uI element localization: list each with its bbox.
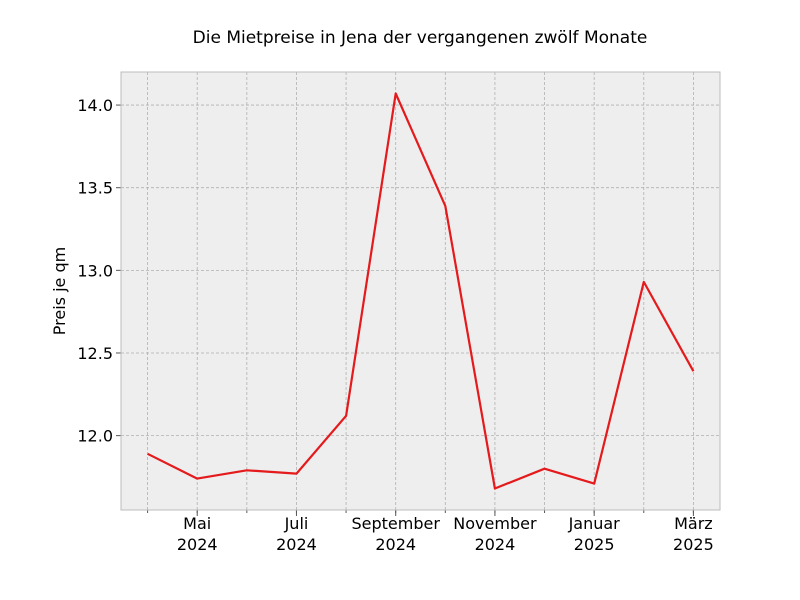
x-tick-label: September 2024 [351, 514, 440, 554]
plot-area [121, 72, 720, 510]
y-tick-label: 13.0 [77, 261, 113, 280]
x-tick-label: März 2025 [673, 514, 714, 554]
y-tick-label: 13.5 [77, 179, 113, 198]
chart-title: Die Mietpreise in Jena der vergangenen z… [193, 28, 648, 48]
series-line [147, 92, 695, 490]
x-tick-label: Januar 2025 [568, 514, 621, 554]
y-tick-label: 12.5 [77, 344, 113, 363]
x-tick-label: Juli 2024 [276, 514, 317, 554]
grid [121, 72, 720, 510]
y-tick-label: 12.0 [77, 427, 113, 446]
x-tick-label: November 2024 [453, 514, 537, 554]
y-axis-label: Preis je qm [50, 247, 69, 335]
plot-frame [120, 71, 721, 511]
y-tick-label: 14.0 [77, 96, 113, 115]
axis-ticks: 12.0 12.5 13.0 13.5 14.0 Mai 2024 Juli 2024 Septe… [77, 96, 713, 554]
series-layer [147, 92, 695, 490]
x-tick-label: Mai 2024 [177, 514, 218, 554]
